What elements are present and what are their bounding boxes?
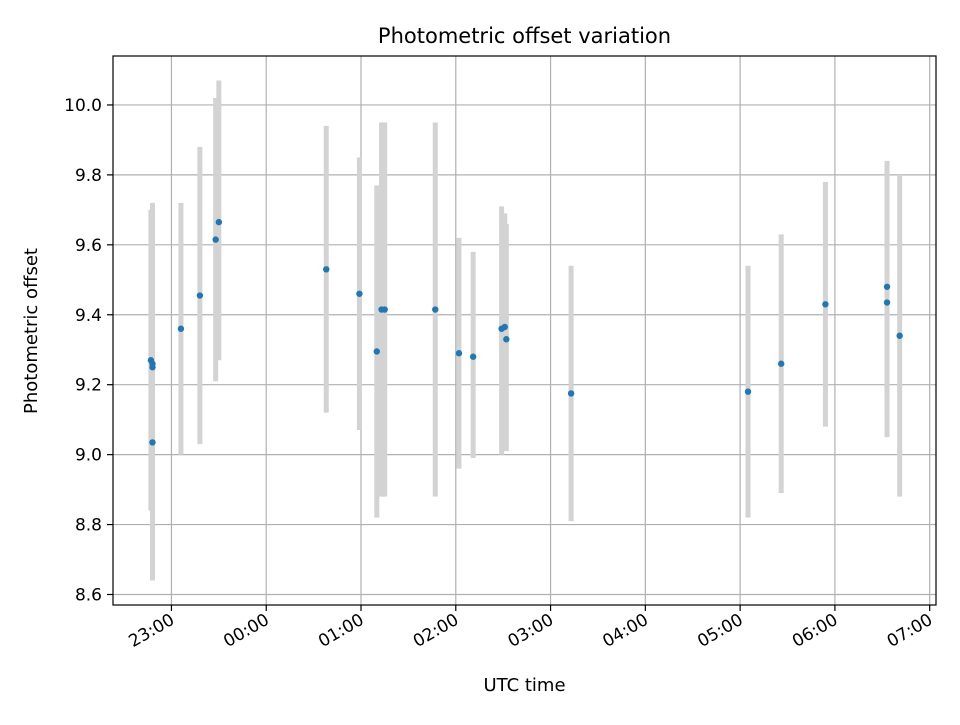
plot-area-frame [112, 55, 937, 606]
data-point [373, 348, 381, 355]
y-tick-label: 9.8 [75, 166, 102, 186]
data-point [883, 283, 891, 290]
data-point [149, 439, 156, 446]
data-point [432, 306, 439, 313]
data-point [896, 332, 903, 339]
data-point [455, 350, 463, 357]
data-point [356, 290, 363, 297]
data-point [196, 292, 204, 299]
data-point [212, 236, 219, 243]
data-point [381, 306, 388, 313]
grid-lines [113, 56, 936, 605]
data-point [215, 218, 223, 226]
data-point [567, 390, 575, 397]
data-point [822, 301, 829, 308]
y-tick-label: 10.0 [64, 96, 102, 116]
y-tick-label: 9.4 [75, 306, 102, 326]
y-tick-label: 8.8 [75, 516, 102, 536]
data-point [777, 360, 785, 367]
data-point [177, 325, 185, 332]
data-points [147, 218, 903, 446]
data-point [323, 266, 330, 273]
data-point [149, 364, 156, 371]
y-tick-label: 8.6 [75, 586, 102, 606]
data-point [503, 336, 510, 343]
data-point [501, 323, 508, 331]
x-axis-label: UTC time [483, 675, 565, 696]
data-point [744, 388, 752, 395]
data-point [469, 353, 477, 360]
y-tick-label: 9.0 [75, 446, 102, 466]
y-axis-label: Photometric offset [21, 248, 42, 414]
data-point [883, 299, 891, 306]
chart-title: Photometric offset variation [378, 24, 671, 48]
y-tick-label: 9.6 [75, 236, 102, 256]
y-tick-label: 9.2 [75, 376, 102, 396]
